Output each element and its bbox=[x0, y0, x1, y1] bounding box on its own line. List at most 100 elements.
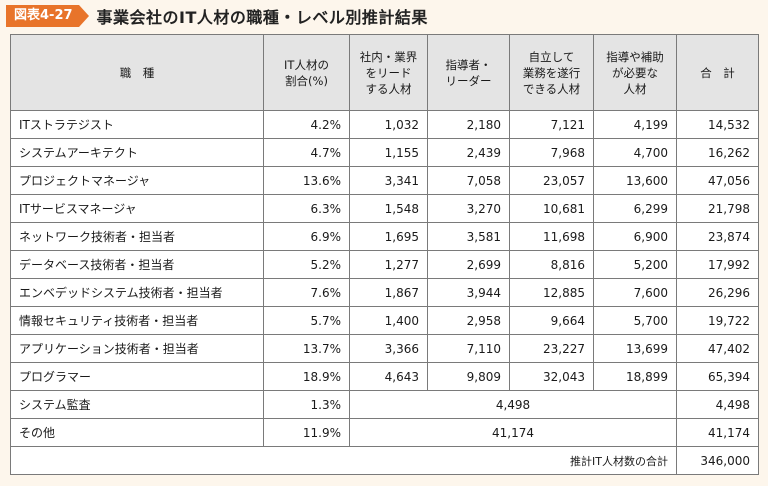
estimate-table: 職 種 IT人材の 割合(%) 社内・業界 をリード する人材 指導者・ リーダ… bbox=[10, 34, 759, 475]
cell-total: 19,722 bbox=[676, 306, 759, 335]
cell-role: システムアーキテクト bbox=[10, 138, 264, 167]
cell-director: 7,058 bbox=[427, 166, 510, 195]
cell-independent: 23,057 bbox=[509, 166, 594, 195]
table-row: データベース技術者・担当者 5.2% 1,277 2,699 8,816 5,2… bbox=[10, 250, 759, 279]
cell-role: プログラマー bbox=[10, 362, 264, 391]
cell-share: 18.9% bbox=[263, 362, 350, 391]
cell-assisted: 13,600 bbox=[593, 166, 677, 195]
cell-leader: 1,695 bbox=[349, 222, 428, 251]
cell-total: 17,992 bbox=[676, 250, 759, 279]
cell-total: 21,798 bbox=[676, 194, 759, 223]
cell-role: 情報セキュリティ技術者・担当者 bbox=[10, 306, 264, 335]
cell-role: ITサービスマネージャ bbox=[10, 194, 264, 223]
cell-role: データベース技術者・担当者 bbox=[10, 250, 264, 279]
table-row: ネットワーク技術者・担当者 6.9% 1,695 3,581 11,698 6,… bbox=[10, 222, 759, 251]
cell-role: システム監査 bbox=[10, 390, 264, 419]
header-row: 職 種 IT人材の 割合(%) 社内・業界 をリード する人材 指導者・ リーダ… bbox=[10, 34, 759, 111]
cell-share: 7.6% bbox=[263, 278, 350, 307]
cell-share: 13.6% bbox=[263, 166, 350, 195]
cell-assisted: 6,299 bbox=[593, 194, 677, 223]
cell-leader: 4,643 bbox=[349, 362, 428, 391]
cell-total: 26,296 bbox=[676, 278, 759, 307]
figure-label: 図表4-27 bbox=[6, 5, 89, 27]
cell-independent: 11,698 bbox=[509, 222, 594, 251]
cell-director: 3,944 bbox=[427, 278, 510, 307]
table-row: ITサービスマネージャ 6.3% 1,548 3,270 10,681 6,29… bbox=[10, 194, 759, 223]
cell-total: 47,056 bbox=[676, 166, 759, 195]
figure-title-bar: 図表4-27 事業会社のIT人材の職種・レベル別推計結果 bbox=[6, 4, 428, 28]
header-leader: 社内・業界 をリード する人材 bbox=[349, 34, 428, 111]
cell-independent: 32,043 bbox=[509, 362, 594, 391]
cell-director: 3,270 bbox=[427, 194, 510, 223]
cell-role: ネットワーク技術者・担当者 bbox=[10, 222, 264, 251]
cell-assisted: 4,700 bbox=[593, 138, 677, 167]
header-director: 指導者・ リーダー bbox=[427, 34, 510, 111]
table-row: プロジェクトマネージャ 13.6% 3,341 7,058 23,057 13,… bbox=[10, 166, 759, 195]
cell-director: 2,699 bbox=[427, 250, 510, 279]
cell-share: 4.2% bbox=[263, 110, 350, 139]
table-row-merged: システム監査 1.3% 4,498 4,498 bbox=[10, 390, 759, 419]
cell-director: 3,581 bbox=[427, 222, 510, 251]
cell-director: 7,110 bbox=[427, 334, 510, 363]
cell-assisted: 5,700 bbox=[593, 306, 677, 335]
cell-independent: 10,681 bbox=[509, 194, 594, 223]
cell-assisted: 7,600 bbox=[593, 278, 677, 307]
cell-independent: 23,227 bbox=[509, 334, 594, 363]
cell-total: 41,174 bbox=[676, 418, 759, 447]
cell-role: ITストラテジスト bbox=[10, 110, 264, 139]
cell-leader: 1,548 bbox=[349, 194, 428, 223]
cell-independent: 12,885 bbox=[509, 278, 594, 307]
table-row: システムアーキテクト 4.7% 1,155 2,439 7,968 4,700 … bbox=[10, 138, 759, 167]
cell-assisted: 5,200 bbox=[593, 250, 677, 279]
cell-assisted: 13,699 bbox=[593, 334, 677, 363]
cell-role: エンベデッドシステム技術者・担当者 bbox=[10, 278, 264, 307]
header-assisted: 指導や補助 が必要な 人材 bbox=[593, 34, 677, 111]
cell-leader: 1,867 bbox=[349, 278, 428, 307]
cell-share: 5.7% bbox=[263, 306, 350, 335]
cell-independent: 8,816 bbox=[509, 250, 594, 279]
table-row: アプリケーション技術者・担当者 13.7% 3,366 7,110 23,227… bbox=[10, 334, 759, 363]
header-role: 職 種 bbox=[10, 34, 264, 111]
cell-total: 47,402 bbox=[676, 334, 759, 363]
cell-director: 9,809 bbox=[427, 362, 510, 391]
table-row-merged: その他 11.9% 41,174 41,174 bbox=[10, 418, 759, 447]
table-row: プログラマー 18.9% 4,643 9,809 32,043 18,899 6… bbox=[10, 362, 759, 391]
cell-leader: 1,277 bbox=[349, 250, 428, 279]
cell-leader: 1,400 bbox=[349, 306, 428, 335]
cell-total: 14,532 bbox=[676, 110, 759, 139]
cell-independent: 9,664 bbox=[509, 306, 594, 335]
cell-share: 6.9% bbox=[263, 222, 350, 251]
cell-share: 11.9% bbox=[263, 418, 350, 447]
cell-director: 2,180 bbox=[427, 110, 510, 139]
header-share: IT人材の 割合(%) bbox=[263, 34, 350, 111]
cell-share: 1.3% bbox=[263, 390, 350, 419]
cell-assisted: 6,900 bbox=[593, 222, 677, 251]
cell-total: 23,874 bbox=[676, 222, 759, 251]
cell-total: 65,394 bbox=[676, 362, 759, 391]
table-row: 情報セキュリティ技術者・担当者 5.7% 1,400 2,958 9,664 5… bbox=[10, 306, 759, 335]
header-total: 合 計 bbox=[676, 34, 759, 111]
cell-role: プロジェクトマネージャ bbox=[10, 166, 264, 195]
cell-combined-levels: 41,174 bbox=[349, 418, 677, 447]
cell-independent: 7,968 bbox=[509, 138, 594, 167]
cell-total: 16,262 bbox=[676, 138, 759, 167]
grand-total-label: 推計IT人材数の合計 bbox=[10, 446, 677, 475]
figure-title: 事業会社のIT人材の職種・レベル別推計結果 bbox=[96, 8, 428, 27]
cell-leader: 1,155 bbox=[349, 138, 428, 167]
cell-total: 4,498 bbox=[676, 390, 759, 419]
cell-share: 13.7% bbox=[263, 334, 350, 363]
grand-total-value: 346,000 bbox=[676, 446, 759, 475]
cell-assisted: 18,899 bbox=[593, 362, 677, 391]
table-row: エンベデッドシステム技術者・担当者 7.6% 1,867 3,944 12,88… bbox=[10, 278, 759, 307]
cell-combined-levels: 4,498 bbox=[349, 390, 677, 419]
cell-role: その他 bbox=[10, 418, 264, 447]
cell-share: 6.3% bbox=[263, 194, 350, 223]
cell-role: アプリケーション技術者・担当者 bbox=[10, 334, 264, 363]
header-independent: 自立して 業務を遂行 できる人材 bbox=[509, 34, 594, 111]
cell-assisted: 4,199 bbox=[593, 110, 677, 139]
cell-leader: 3,341 bbox=[349, 166, 428, 195]
cell-director: 2,958 bbox=[427, 306, 510, 335]
table-row: ITストラテジスト 4.2% 1,032 2,180 7,121 4,199 1… bbox=[10, 110, 759, 139]
cell-share: 5.2% bbox=[263, 250, 350, 279]
